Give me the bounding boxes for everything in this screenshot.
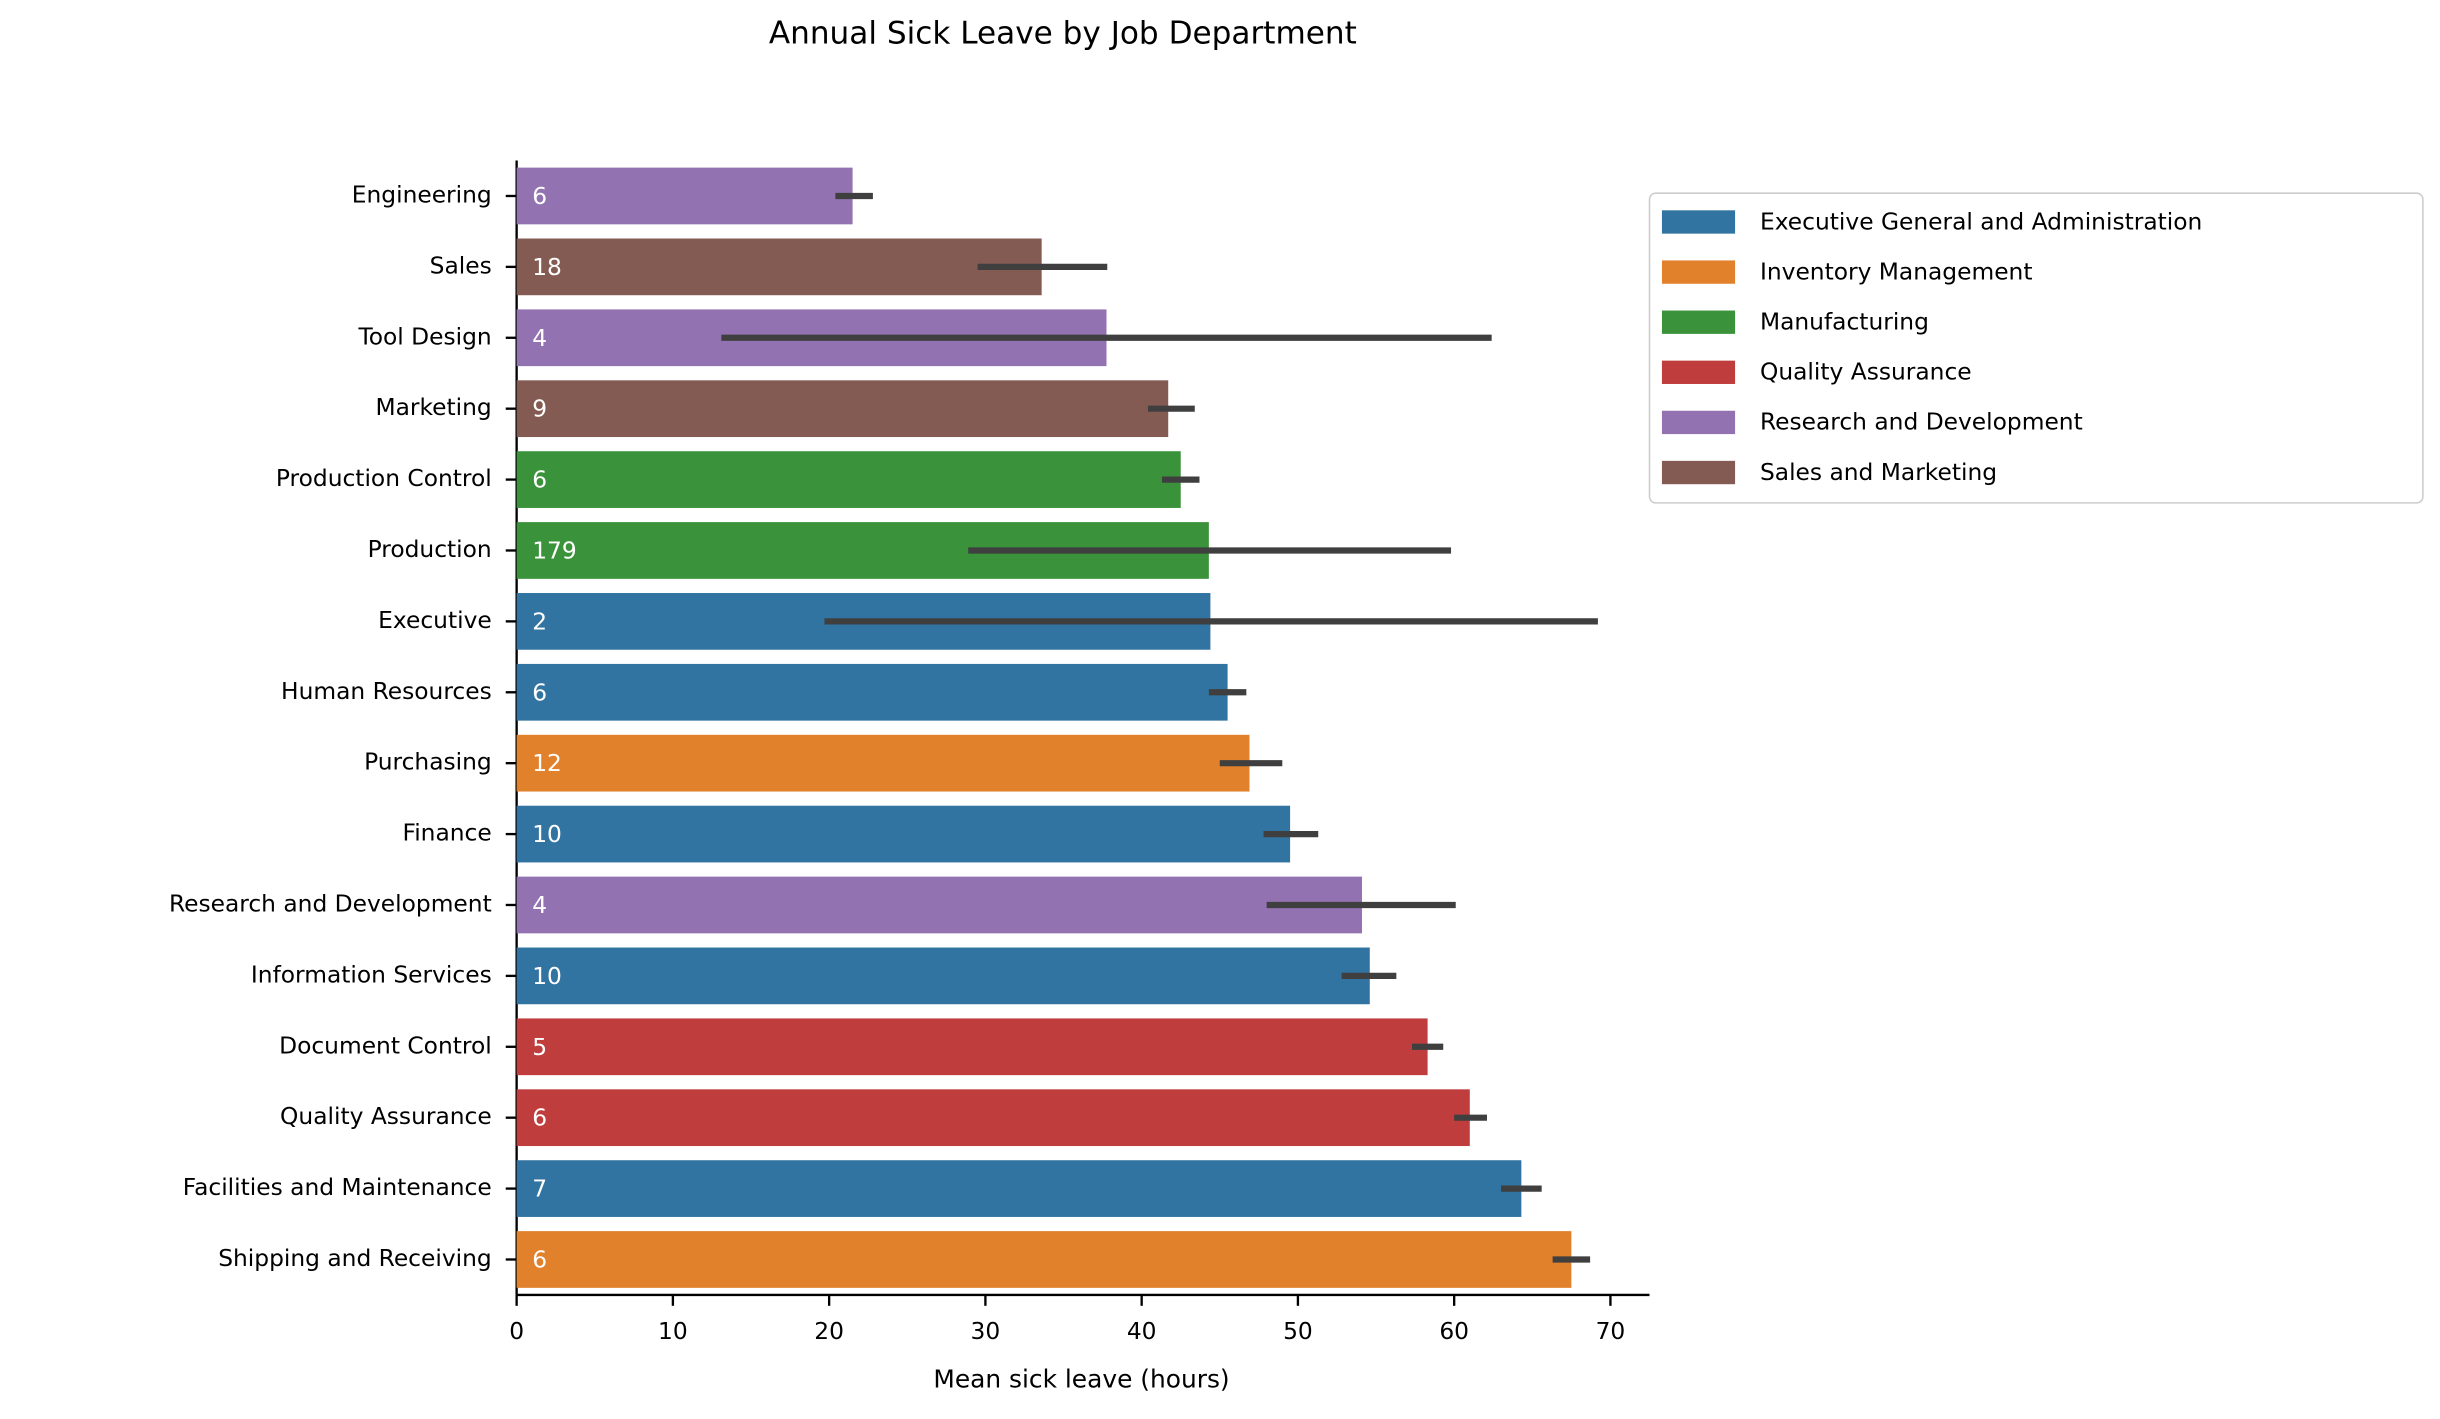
y-tick-label: Research and Development — [169, 889, 492, 917]
count-label: 179 — [532, 537, 577, 565]
x-tick-label: 0 — [509, 1317, 524, 1345]
legend-swatch — [1661, 260, 1736, 284]
bar — [516, 1231, 1572, 1288]
y-tick-label: Human Resources — [281, 677, 492, 705]
bar — [516, 876, 1362, 934]
count-label: 6 — [532, 466, 547, 494]
x-tick-label: 20 — [814, 1317, 844, 1345]
legend-swatch — [1661, 460, 1736, 485]
y-tick-label: Information Services — [251, 960, 492, 988]
x-axis-label: Mean sick leave (hours) — [933, 1365, 1229, 1394]
legend-swatch — [1661, 210, 1736, 234]
legend-box — [1648, 192, 2424, 504]
x-tick-label: 50 — [1283, 1317, 1313, 1345]
bar — [516, 947, 1370, 1005]
legend-label: Research and Development — [1760, 408, 2083, 436]
bar — [516, 167, 853, 225]
chart-title: Annual Sick Leave by Job Department — [769, 15, 1357, 51]
y-tick-label: Document Control — [279, 1031, 492, 1059]
y-tick-label: Sales — [430, 251, 492, 279]
bar — [516, 238, 1042, 296]
count-label: 10 — [532, 962, 562, 990]
y-tick-label: Purchasing — [364, 748, 492, 776]
count-label: 12 — [532, 749, 562, 777]
legend-label: Inventory Management — [1760, 257, 2033, 285]
y-tick-label: Finance — [402, 819, 491, 847]
bar — [516, 1160, 1522, 1217]
y-tick-label: Production Control — [276, 464, 492, 492]
bar — [516, 734, 1250, 792]
x-tick-label: 60 — [1439, 1317, 1469, 1345]
legend-label: Quality Assurance — [1760, 358, 1972, 386]
y-tick-label: Marketing — [375, 393, 491, 421]
count-label: 5 — [532, 1033, 547, 1061]
legend-label: Sales and Marketing — [1760, 458, 1997, 486]
bar — [516, 380, 1169, 438]
count-label: 2 — [532, 607, 547, 635]
bar — [516, 1018, 1428, 1076]
bar — [516, 1089, 1470, 1147]
count-label: 6 — [532, 1246, 547, 1274]
x-tick-label: 10 — [658, 1317, 688, 1345]
y-tick-label: Facilities and Maintenance — [183, 1173, 492, 1201]
legend-swatch — [1661, 410, 1736, 435]
legend-swatch — [1661, 360, 1736, 384]
legend-swatch — [1661, 310, 1736, 334]
y-tick-label: Engineering — [352, 180, 492, 208]
bar — [516, 805, 1291, 863]
y-tick-label: Shipping and Receiving — [218, 1244, 492, 1272]
bar — [516, 451, 1181, 508]
y-tick-label: Quality Assurance — [280, 1102, 492, 1130]
count-label: 4 — [532, 324, 547, 352]
count-label: 6 — [532, 182, 547, 210]
y-tick-label: Production — [368, 535, 492, 563]
count-label: 9 — [532, 395, 547, 423]
y-tick-label: Executive — [378, 606, 492, 634]
legend-label: Executive General and Administration — [1760, 207, 2202, 235]
count-label: 6 — [532, 678, 547, 706]
count-label: 7 — [532, 1175, 547, 1203]
count-label: 18 — [532, 253, 562, 281]
legend-label: Manufacturing — [1760, 307, 1929, 335]
y-tick-label: Tool Design — [357, 322, 491, 350]
x-tick-label: 40 — [1127, 1317, 1157, 1345]
x-tick-label: 70 — [1596, 1317, 1626, 1345]
count-label: 4 — [532, 891, 547, 919]
count-label: 6 — [532, 1104, 547, 1132]
bar — [516, 663, 1228, 721]
count-label: 10 — [532, 820, 562, 848]
x-tick-label: 30 — [971, 1317, 1001, 1345]
